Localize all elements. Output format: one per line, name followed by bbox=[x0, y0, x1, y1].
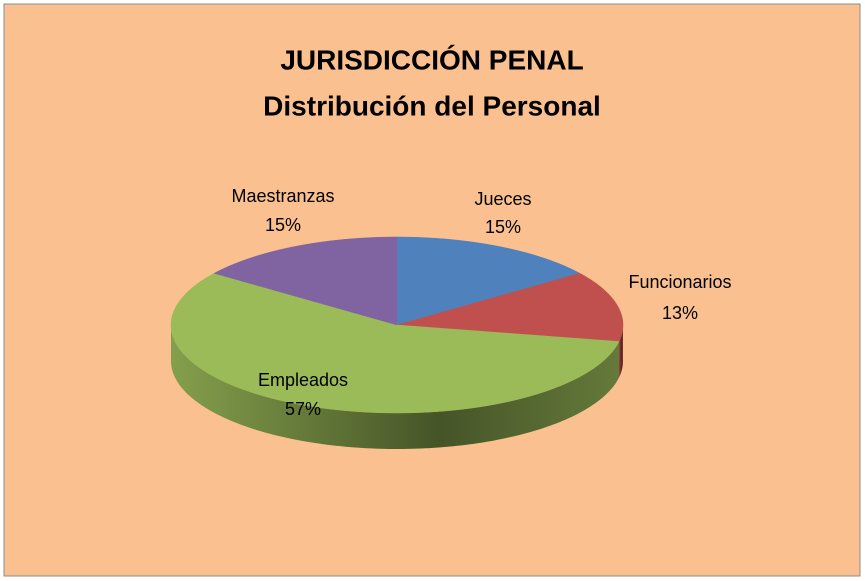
chart-title: JURISDICCIÓN PENAL bbox=[280, 44, 583, 75]
slice-label: Maestranzas bbox=[231, 186, 334, 206]
value-label: 15% bbox=[485, 217, 521, 237]
slice bbox=[213, 236, 398, 326]
slice-label: Funcionarios bbox=[628, 272, 731, 292]
slice-label: Jueces bbox=[474, 189, 531, 209]
slice bbox=[396, 236, 581, 326]
slice-label: Empleados bbox=[258, 370, 348, 390]
value-label: 13% bbox=[662, 303, 698, 323]
chart-subtitle: Distribución del Personal bbox=[263, 90, 601, 121]
value-label: 57% bbox=[285, 399, 321, 419]
slice bbox=[170, 273, 620, 414]
slice-side-shade bbox=[618, 325, 623, 378]
value-label: 15% bbox=[265, 215, 301, 235]
slice bbox=[396, 273, 624, 342]
slice-side-shade bbox=[171, 325, 619, 449]
